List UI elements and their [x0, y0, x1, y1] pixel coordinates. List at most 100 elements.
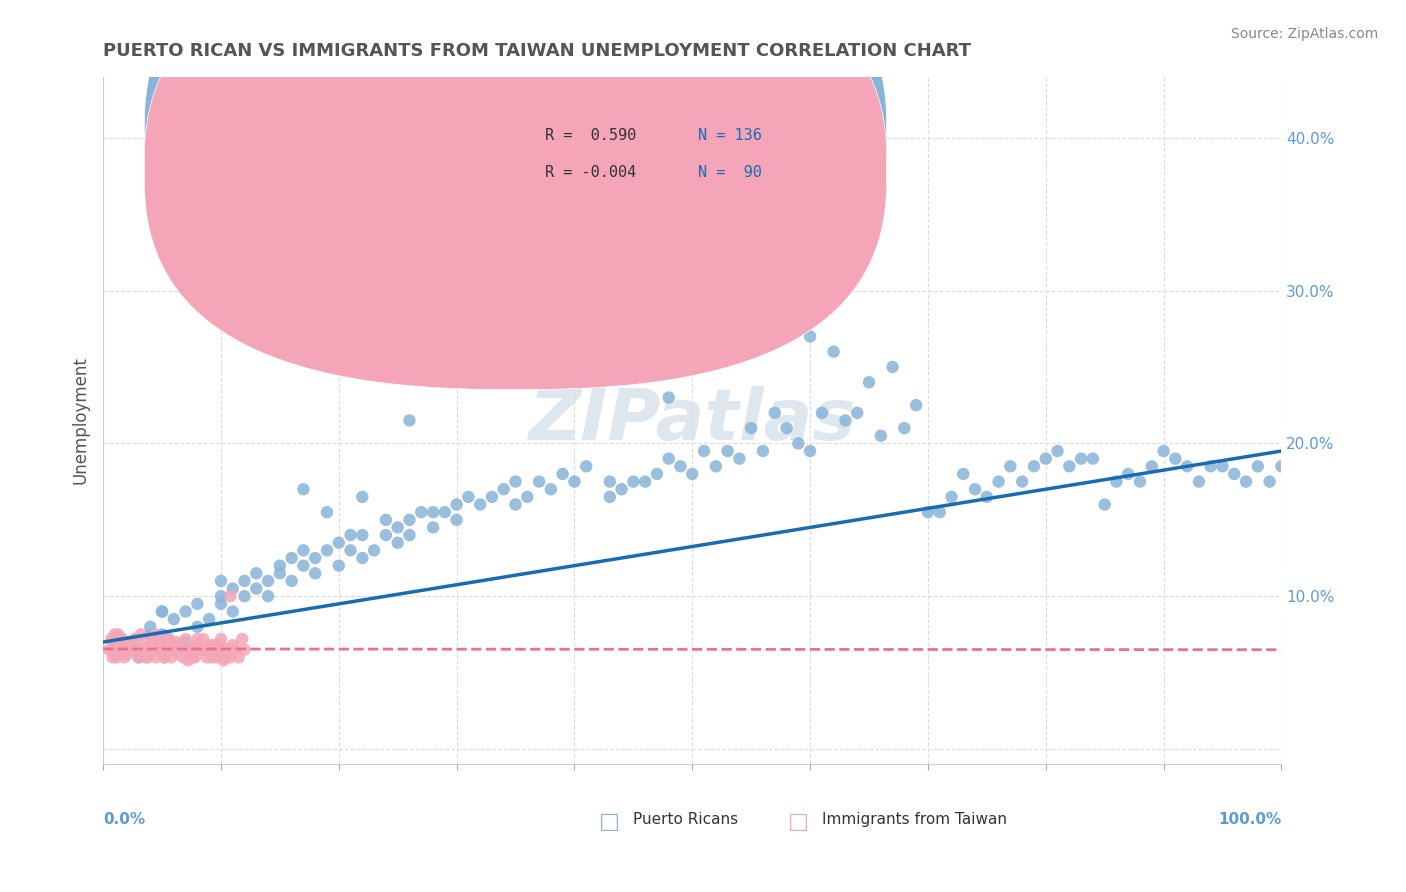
Point: [669, 459, 692, 474]
Point: [304, 566, 326, 581]
Point: [150, 605, 173, 619]
Point: [941, 490, 963, 504]
Point: [135, 635, 157, 649]
Point: [167, 638, 190, 652]
Point: [527, 475, 550, 489]
Point: [681, 467, 703, 481]
Point: [245, 566, 267, 581]
Point: [121, 638, 143, 652]
Point: [446, 498, 468, 512]
Point: [219, 650, 242, 665]
Point: [564, 475, 586, 489]
Text: □: □: [599, 813, 620, 832]
Point: [316, 505, 339, 519]
Point: [1116, 467, 1139, 481]
Point: [1175, 459, 1198, 474]
Point: [869, 428, 891, 442]
Point: [882, 359, 904, 374]
Text: Immigrants from Taiwan: Immigrants from Taiwan: [823, 813, 1007, 828]
Point: [165, 635, 187, 649]
Point: [215, 650, 238, 665]
Point: [204, 638, 226, 652]
Point: [645, 467, 668, 481]
Point: [127, 642, 149, 657]
Point: [198, 642, 221, 657]
Point: [1211, 459, 1233, 474]
Point: [204, 650, 226, 665]
Point: [717, 252, 740, 267]
Point: [846, 406, 869, 420]
Point: [139, 648, 162, 662]
Point: [111, 632, 134, 646]
Point: [280, 574, 302, 588]
Point: [422, 505, 444, 519]
Point: [156, 642, 179, 657]
Point: [149, 638, 172, 652]
Point: [163, 642, 186, 657]
Point: [457, 337, 479, 351]
Point: [1140, 459, 1163, 474]
Point: [328, 535, 350, 549]
Point: [105, 650, 128, 665]
Point: [157, 632, 180, 646]
Point: [174, 635, 197, 649]
Point: [139, 638, 162, 652]
Point: [1188, 475, 1211, 489]
Point: [107, 627, 129, 641]
Point: [658, 451, 681, 466]
Point: [181, 650, 204, 665]
Point: [139, 620, 162, 634]
Text: 100.0%: 100.0%: [1218, 813, 1281, 828]
Point: [103, 642, 125, 657]
Point: [104, 635, 127, 649]
Point: [1164, 451, 1187, 466]
Point: [704, 459, 727, 474]
Point: [728, 451, 751, 466]
Point: [198, 612, 221, 626]
Point: [1258, 475, 1281, 489]
Point: [457, 490, 479, 504]
Point: [121, 635, 143, 649]
Point: [233, 589, 256, 603]
Point: [1247, 459, 1270, 474]
Point: [224, 642, 246, 657]
Point: [763, 406, 786, 420]
Point: [893, 421, 915, 435]
Point: [228, 650, 250, 665]
Point: [193, 632, 215, 646]
Point: [1129, 475, 1152, 489]
Point: [398, 513, 420, 527]
Point: [658, 391, 681, 405]
Point: [142, 632, 165, 646]
Point: [575, 459, 598, 474]
Point: [222, 605, 245, 619]
Point: [269, 558, 291, 573]
Point: [374, 513, 396, 527]
Point: [145, 632, 167, 646]
Point: [127, 650, 149, 665]
Point: [124, 632, 146, 646]
Point: [470, 498, 492, 512]
Point: [339, 543, 361, 558]
Point: [117, 642, 139, 657]
Point: [280, 551, 302, 566]
Point: [257, 589, 280, 603]
Point: [292, 482, 315, 496]
Point: [191, 642, 214, 657]
Point: [231, 632, 253, 646]
Point: [976, 490, 998, 504]
FancyBboxPatch shape: [145, 0, 887, 390]
Y-axis label: Unemployment: Unemployment: [72, 357, 89, 484]
Text: N = 136: N = 136: [699, 128, 762, 143]
Point: [411, 505, 433, 519]
Point: [134, 642, 156, 657]
Point: [1046, 444, 1069, 458]
Point: [104, 627, 127, 641]
Point: [858, 376, 880, 390]
Point: [120, 635, 142, 649]
Point: [740, 421, 762, 435]
Text: ZIPatlas: ZIPatlas: [529, 386, 856, 455]
Point: [209, 574, 232, 588]
Point: [222, 638, 245, 652]
Point: [505, 475, 527, 489]
